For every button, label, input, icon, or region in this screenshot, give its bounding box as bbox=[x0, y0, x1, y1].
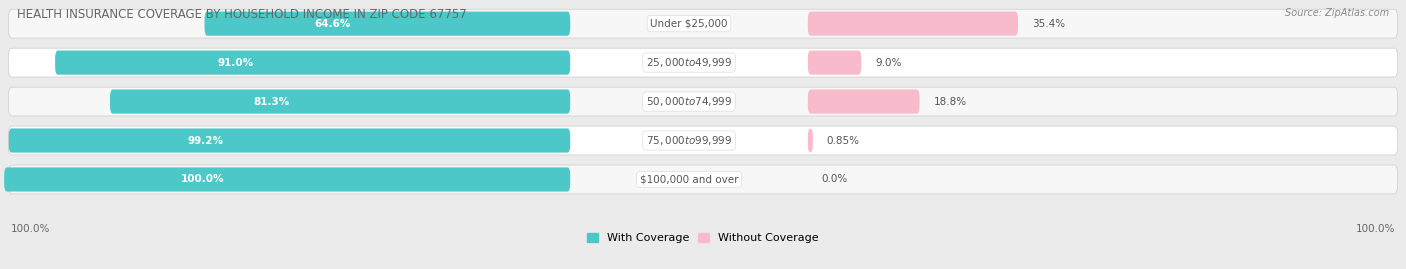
Text: 81.3%: 81.3% bbox=[253, 97, 290, 107]
FancyBboxPatch shape bbox=[204, 12, 571, 36]
Text: 64.6%: 64.6% bbox=[315, 19, 350, 29]
FancyBboxPatch shape bbox=[8, 128, 571, 153]
FancyBboxPatch shape bbox=[8, 126, 1398, 155]
FancyBboxPatch shape bbox=[4, 167, 571, 192]
Text: 91.0%: 91.0% bbox=[218, 58, 253, 68]
Text: 100.0%: 100.0% bbox=[180, 175, 224, 185]
FancyBboxPatch shape bbox=[8, 48, 1398, 77]
Text: 0.85%: 0.85% bbox=[827, 136, 860, 146]
Text: 100.0%: 100.0% bbox=[11, 224, 51, 234]
Text: HEALTH INSURANCE COVERAGE BY HOUSEHOLD INCOME IN ZIP CODE 67757: HEALTH INSURANCE COVERAGE BY HOUSEHOLD I… bbox=[17, 8, 467, 21]
Text: 99.2%: 99.2% bbox=[187, 136, 224, 146]
Text: Under $25,000: Under $25,000 bbox=[650, 19, 728, 29]
FancyBboxPatch shape bbox=[110, 90, 571, 114]
Text: $75,000 to $99,999: $75,000 to $99,999 bbox=[645, 134, 733, 147]
Text: Source: ZipAtlas.com: Source: ZipAtlas.com bbox=[1285, 8, 1389, 18]
Text: $50,000 to $74,999: $50,000 to $74,999 bbox=[645, 95, 733, 108]
FancyBboxPatch shape bbox=[808, 51, 862, 75]
Text: 0.0%: 0.0% bbox=[821, 175, 848, 185]
Text: 18.8%: 18.8% bbox=[934, 97, 966, 107]
Text: 100.0%: 100.0% bbox=[1355, 224, 1395, 234]
Legend: With Coverage, Without Coverage: With Coverage, Without Coverage bbox=[582, 229, 824, 248]
Text: $100,000 and over: $100,000 and over bbox=[640, 175, 738, 185]
Text: 35.4%: 35.4% bbox=[1032, 19, 1066, 29]
FancyBboxPatch shape bbox=[8, 87, 1398, 116]
FancyBboxPatch shape bbox=[808, 128, 813, 153]
FancyBboxPatch shape bbox=[808, 90, 920, 114]
FancyBboxPatch shape bbox=[55, 51, 571, 75]
Text: $25,000 to $49,999: $25,000 to $49,999 bbox=[645, 56, 733, 69]
FancyBboxPatch shape bbox=[808, 12, 1018, 36]
FancyBboxPatch shape bbox=[8, 9, 1398, 38]
FancyBboxPatch shape bbox=[8, 165, 1398, 194]
Text: 9.0%: 9.0% bbox=[876, 58, 901, 68]
